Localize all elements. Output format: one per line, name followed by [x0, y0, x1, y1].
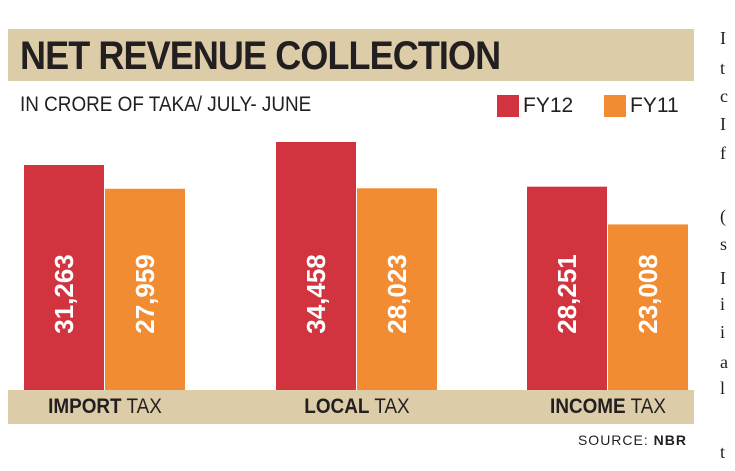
bar-fy12-local [276, 142, 356, 390]
category-band [8, 390, 694, 424]
bar-fy12-income [527, 186, 607, 390]
legend-swatch-fy12 [497, 95, 519, 117]
data-label-fy12-local: 34,458 [301, 254, 331, 334]
source-note: SOURCE: NBR [578, 432, 687, 448]
legend-item-fy11: FY11 [604, 93, 679, 119]
side-text-0: I [720, 28, 726, 48]
legend-swatch-fy11 [604, 95, 626, 117]
side-text-9: i [720, 322, 726, 342]
side-text-8: i [720, 294, 726, 314]
bar-fy11-local [357, 188, 437, 390]
title-band [8, 29, 694, 81]
legend-label-fy12: FY12 [523, 94, 574, 117]
side-text-12: t [720, 442, 726, 462]
side-text-10: a [720, 352, 728, 372]
data-label-fy12-import: 31,263 [49, 254, 79, 334]
data-label-fy11-local: 28,023 [382, 254, 412, 334]
source-value: NBR [653, 432, 687, 448]
source-label: SOURCE: [577, 432, 649, 448]
category-label-income: INCOME TAX [550, 395, 666, 418]
chart-title: NET REVENUE COLLECTION [20, 34, 501, 78]
side-text-1: t [720, 58, 726, 78]
side-text-3: I [720, 114, 726, 134]
bar-fy11-import [105, 188, 185, 390]
side-text-4: f [720, 143, 726, 163]
data-label-fy12-income: 28,251 [552, 254, 582, 334]
category-label-local: LOCAL TAX [304, 395, 410, 418]
side-text-7: I [720, 268, 726, 288]
category-label-import: IMPORT TAX [48, 395, 162, 418]
side-text-2: c [720, 86, 728, 106]
side-text-6: s [720, 234, 728, 254]
data-label-fy11-import: 27,959 [130, 254, 160, 334]
legend-label-fy11: FY11 [630, 94, 679, 117]
legend-item-fy12: FY12 [497, 93, 573, 119]
side-text-11: l [720, 378, 726, 398]
bar-fy12-import [24, 164, 104, 390]
side-text-5: ( [720, 206, 726, 226]
bar-fy11-income [608, 224, 688, 390]
chart-subtitle: IN CRORE OF TAKA/ JULY- JUNE [20, 93, 312, 116]
data-label-fy11-income: 23,008 [633, 254, 663, 334]
